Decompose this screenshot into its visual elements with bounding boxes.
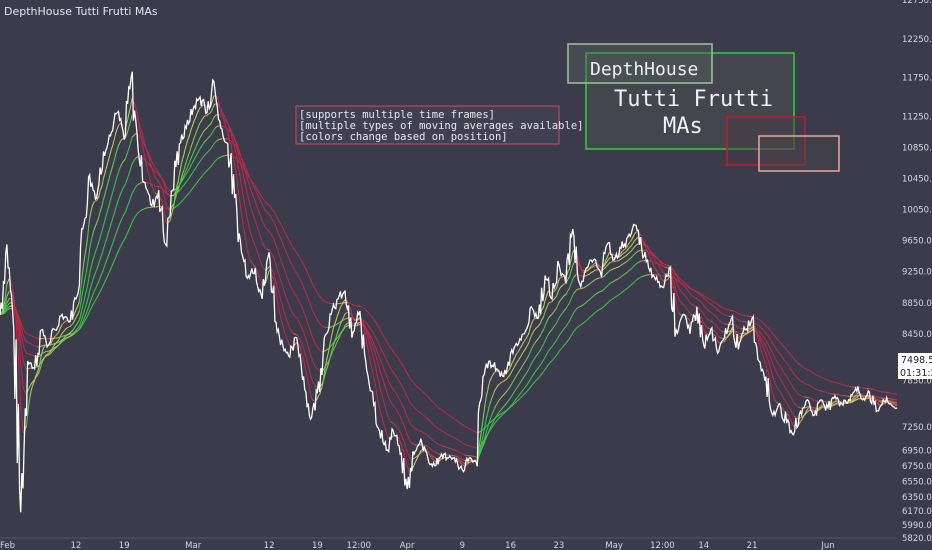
y-tick-label: 6750.0 — [902, 462, 932, 472]
y-tick-label: 6170.0 — [902, 507, 932, 517]
logo-box: DepthHouse Tutti Frutti MAs — [567, 43, 840, 172]
y-tick-label: 5990.0 — [902, 521, 932, 531]
y-tick-label: 7850.0 — [902, 376, 932, 386]
y-tick-label: 6950.0 — [902, 446, 932, 456]
x-tick-label: 12 — [264, 541, 275, 550]
y-tick-label: 10850.0 — [902, 144, 932, 154]
last-price-label: 7498.5 — [901, 355, 932, 366]
x-tick-label: 16 — [505, 541, 516, 550]
x-tick-label: 23 — [553, 541, 564, 550]
countdown-tag — [898, 366, 932, 379]
x-tick-label: Jun — [820, 541, 834, 550]
annotation-line-1: [supports multiple time frames] — [299, 109, 495, 121]
x-tick-label: 12 — [70, 541, 81, 550]
countdown-label: 01:31:22 — [900, 368, 932, 379]
ma-22 — [0, 138, 898, 450]
y-tick-label: 10450.0 — [902, 175, 932, 185]
y-tick-label: 9650.0 — [902, 237, 932, 247]
chart-title: DepthHouse Tutti Frutti MAs — [4, 5, 158, 18]
y-tick-label: 11750.0 — [902, 74, 932, 84]
logo-line-3: MAs — [663, 114, 703, 139]
annotation-box: [supports multiple time frames] [multipl… — [295, 105, 583, 145]
price-line — [0, 71, 898, 513]
x-tick-label: 9 — [460, 541, 465, 550]
logo-line-1: DepthHouse — [590, 59, 698, 80]
annotation-line-2: [multiple types of moving averages avail… — [299, 120, 583, 132]
y-tick-label: 5820.0 — [902, 534, 932, 544]
y-tick-label: 6550.0 — [902, 477, 932, 487]
y-tick-label: 8450.0 — [902, 330, 932, 340]
y-tick-label: 12250.0 — [902, 35, 932, 45]
x-tick-label: Apr — [400, 541, 415, 550]
x-tick-label: 21 — [747, 541, 758, 550]
annotation-line-3: [colors change based on position] — [299, 131, 508, 143]
x-tick-label: Mar — [185, 541, 202, 550]
y-tick-label: 7250.0 — [902, 423, 932, 433]
x-axis: Feb 12 19 Mar 12 19 12:00 Apr 9 16 23 May 12:00 14 21 J… — [0, 537, 897, 550]
y-tick-label: 8850.0 — [902, 299, 932, 309]
x-tick-label: 19 — [312, 541, 323, 550]
y-axis: 12750.0 12250.0 11750.0 11250.0 10850.0 10450… — [902, 0, 932, 544]
x-tick-label: 12:00 — [650, 541, 675, 550]
logo-line-2: Tutti Frutti — [614, 87, 773, 112]
last-price-tag — [898, 353, 932, 366]
x-tick-label: 14 — [698, 541, 709, 550]
ma-15 — [0, 125, 898, 458]
y-tick-label: 10050.0 — [902, 206, 932, 216]
x-tick-label: May — [605, 541, 623, 550]
y-tick-label: 12750.0 — [902, 0, 932, 6]
y-tick-label: 6350.0 — [902, 493, 932, 503]
price-tags: 7498.5 01:31:22 — [898, 353, 932, 379]
price-series — [0, 71, 898, 513]
y-tick-label: 11250.0 — [902, 112, 932, 122]
ma-32 — [0, 154, 898, 434]
x-tick-label: 12:00 — [347, 541, 372, 550]
x-tick-label: Feb — [0, 541, 15, 550]
ma-10 — [0, 114, 898, 462]
x-tick-label: 19 — [119, 541, 130, 550]
y-tick-label: 9250.0 — [902, 268, 932, 278]
